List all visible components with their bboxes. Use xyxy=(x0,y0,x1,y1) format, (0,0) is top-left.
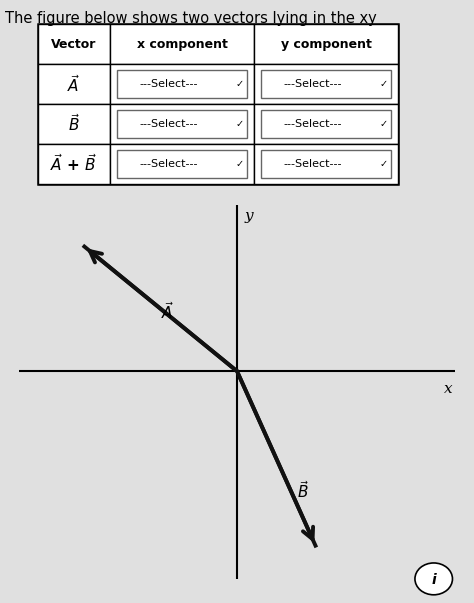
Text: ---Select---: ---Select--- xyxy=(284,79,342,89)
Text: ---Select---: ---Select--- xyxy=(284,159,342,169)
Bar xyxy=(261,110,391,137)
Bar xyxy=(261,150,391,177)
Text: $\vec{B}$: $\vec{B}$ xyxy=(68,113,80,134)
Bar xyxy=(110,24,254,64)
Bar xyxy=(38,104,110,144)
Bar xyxy=(261,71,391,98)
Bar xyxy=(254,24,398,64)
Text: ✓: ✓ xyxy=(236,159,244,169)
Bar xyxy=(38,24,110,64)
Bar xyxy=(38,64,110,104)
Text: ---Select---: ---Select--- xyxy=(140,119,198,129)
Text: y component: y component xyxy=(281,37,372,51)
Bar xyxy=(254,104,398,144)
Bar xyxy=(38,144,110,184)
Text: ✓: ✓ xyxy=(380,159,388,169)
Text: ✓: ✓ xyxy=(380,79,388,89)
Text: ✓: ✓ xyxy=(236,79,244,89)
Text: i: i xyxy=(431,573,436,587)
Text: $\vec{A}$ + $\vec{B}$: $\vec{A}$ + $\vec{B}$ xyxy=(50,153,98,174)
Text: The figure below shows two vectors lying in the xy: The figure below shows two vectors lying… xyxy=(5,11,376,26)
Text: $\vec{A}$: $\vec{A}$ xyxy=(161,300,174,321)
Bar xyxy=(254,64,398,104)
Bar xyxy=(117,71,247,98)
Text: $\vec{B}$: $\vec{B}$ xyxy=(297,481,309,501)
Bar xyxy=(117,150,247,177)
Text: ✓: ✓ xyxy=(236,119,244,129)
Bar xyxy=(110,64,254,104)
Text: ---Select---: ---Select--- xyxy=(140,79,198,89)
Bar xyxy=(110,104,254,144)
Text: Vector: Vector xyxy=(51,37,97,51)
Text: ✓: ✓ xyxy=(380,119,388,129)
Text: ---Select---: ---Select--- xyxy=(284,119,342,129)
Text: y: y xyxy=(245,209,254,223)
Text: ---Select---: ---Select--- xyxy=(140,159,198,169)
Text: $\vec{A}$: $\vec{A}$ xyxy=(67,74,81,95)
Text: x component: x component xyxy=(137,37,228,51)
Circle shape xyxy=(415,563,453,595)
Bar xyxy=(110,144,254,184)
Bar xyxy=(117,110,247,137)
Text: x: x xyxy=(444,382,453,396)
Bar xyxy=(254,144,398,184)
